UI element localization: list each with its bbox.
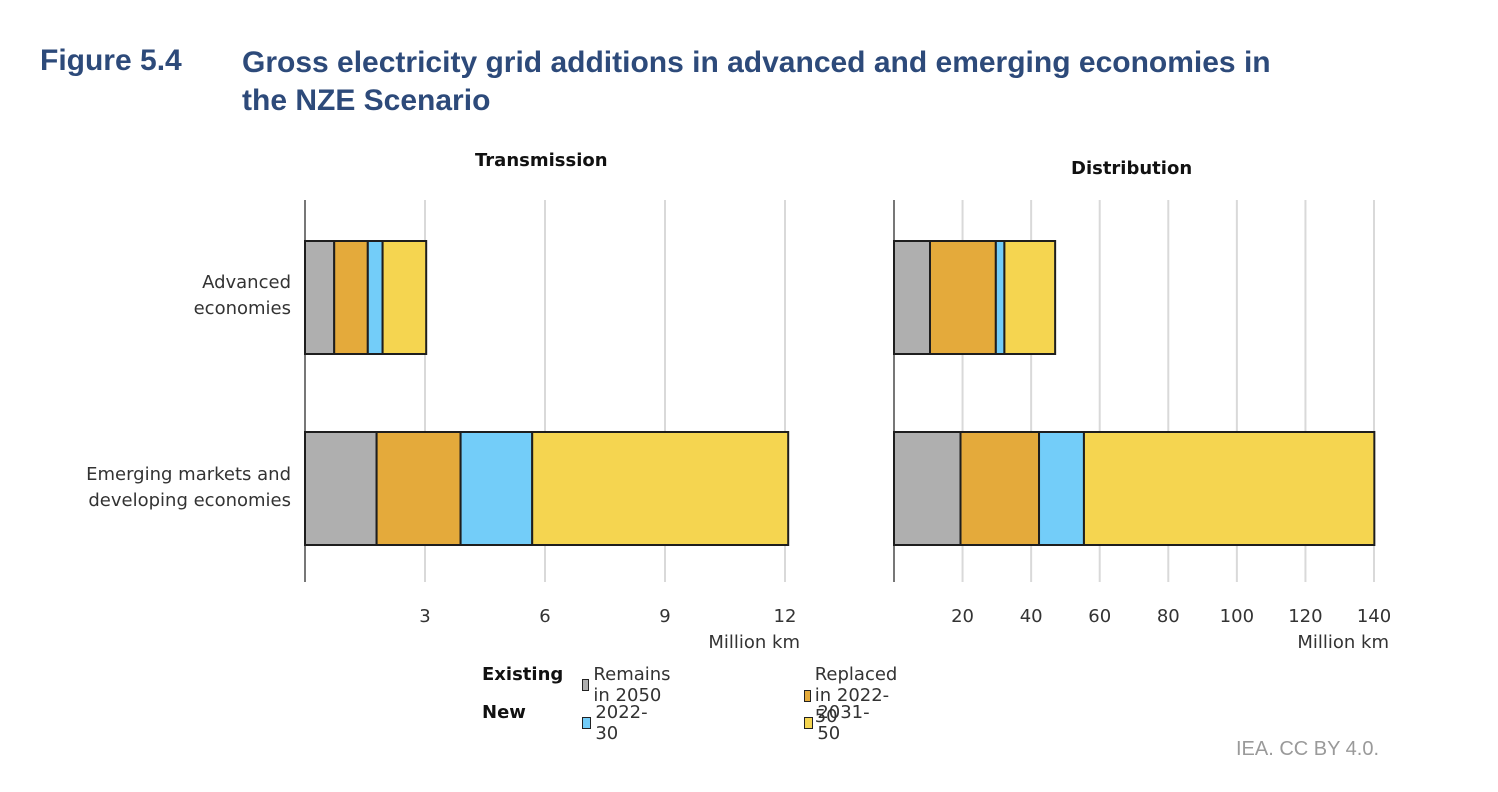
- legend-swatch-2022-30: [582, 717, 592, 729]
- credit-text: IEA. CC BY 4.0.: [1236, 738, 1380, 760]
- x-tick-label-transmission: 12: [774, 606, 797, 627]
- legend-label-remains: Remains in 2050: [593, 664, 671, 706]
- legend-swatch-2031-50: [804, 717, 814, 729]
- bar-segment-transmission-replaced-emerging: [375, 431, 462, 546]
- bar-segment-transmission-replaced-advanced: [333, 240, 369, 355]
- bar-segment-distribution-new_2031_50-advanced: [1003, 240, 1057, 355]
- legend-group-new: New: [482, 702, 526, 723]
- panel-title-transmission: Transmission: [475, 150, 608, 171]
- legend-item-2022-30: 2022-30: [582, 702, 650, 744]
- category-label-line: developing economies: [88, 490, 291, 511]
- bar-segment-distribution-new_2031_50-emerging: [1082, 431, 1376, 546]
- x-tick-label-transmission: 6: [539, 606, 550, 627]
- x-tick-label-transmission: 3: [419, 606, 430, 627]
- legend-item-replaced: Replaced in 2022-50: [804, 664, 903, 727]
- figure-label: Figure 5.4: [40, 44, 182, 77]
- legend-label-2031-50: 2031-50: [817, 702, 870, 744]
- legend-swatch-remains: [582, 679, 590, 691]
- bar-segment-transmission-remains-advanced: [304, 240, 336, 355]
- x-tick-label-transmission: 9: [659, 606, 670, 627]
- bar-segment-transmission-new_2022_30-emerging: [459, 431, 534, 546]
- x-tick-label-distribution: 40: [1020, 606, 1043, 627]
- bar-segment-distribution-new_2022_30-advanced: [994, 240, 1006, 355]
- bar-segment-distribution-remains-advanced: [893, 240, 931, 355]
- bar-segment-transmission-new_2031_50-emerging: [531, 431, 790, 546]
- panel-title-distribution: Distribution: [1071, 158, 1193, 179]
- bar-segment-distribution-replaced-emerging: [959, 431, 1041, 546]
- x-tick-label-distribution: 20: [951, 606, 974, 627]
- legend-item-remains: Remains in 2050: [582, 664, 675, 706]
- category-label-line: Advanced: [202, 272, 291, 293]
- legend-group-existing: Existing: [482, 664, 564, 685]
- category-label-emerging: Emerging markets and developing economie…: [86, 462, 291, 514]
- legend-label-2022-30: 2022-30: [595, 702, 648, 744]
- x-axis-label-transmission: Million km: [708, 632, 800, 653]
- x-axis-label-distribution: Million km: [1297, 632, 1389, 653]
- category-label-advanced: Advanced economies: [194, 270, 291, 322]
- x-tick-label-distribution: 80: [1157, 606, 1180, 627]
- figure-title-line-2: the NZE Scenario: [242, 84, 491, 117]
- category-label-line: Emerging markets and: [86, 464, 291, 485]
- bar-segment-transmission-remains-emerging: [304, 431, 378, 546]
- bar-segment-transmission-new_2022_30-advanced: [366, 240, 384, 355]
- figure-title: Gross electricity grid additions in adva…: [242, 44, 1442, 120]
- category-label-line: economies: [193, 298, 291, 319]
- x-tick-label-distribution: 140: [1357, 606, 1391, 627]
- x-tick-label-distribution: 100: [1220, 606, 1254, 627]
- bar-segment-transmission-new_2031_50-advanced: [381, 240, 428, 355]
- figure-title-line-1: Gross electricity grid additions in adva…: [242, 46, 1271, 79]
- bar-segment-distribution-new_2022_30-emerging: [1038, 431, 1085, 546]
- bar-segment-distribution-replaced-advanced: [929, 240, 997, 355]
- bar-segment-distribution-remains-emerging: [893, 431, 962, 546]
- legend-swatch-replaced: [804, 689, 811, 702]
- x-tick-label-distribution: 120: [1288, 606, 1322, 627]
- x-tick-label-distribution: 60: [1088, 606, 1111, 627]
- legend-item-2031-50: 2031-50: [804, 702, 872, 744]
- legend-label-replaced: Replaced in 2022-50: [814, 664, 898, 727]
